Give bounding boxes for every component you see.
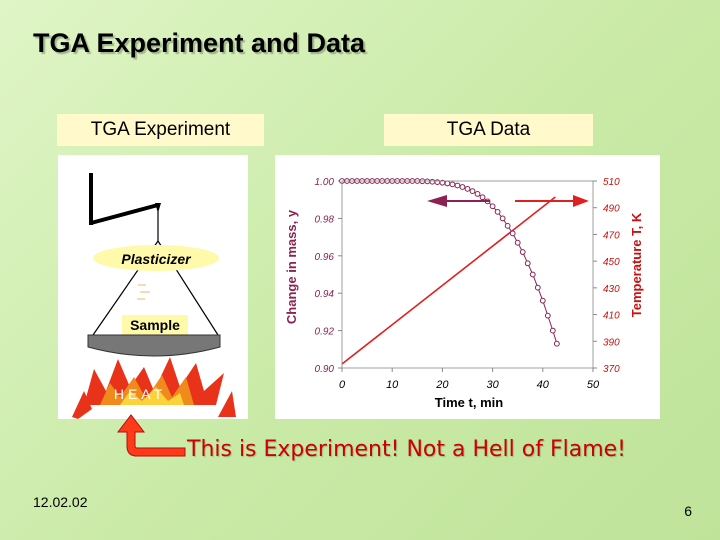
- y-left-tick-label: 0.90: [315, 364, 335, 375]
- y-right-tick-label: 450: [603, 257, 620, 268]
- x-tick-label: 30: [486, 379, 499, 391]
- mass-data-point: [529, 271, 536, 278]
- tga-data-label: TGA Data: [384, 114, 593, 146]
- y-axis-left-label: Change in mass, y: [284, 209, 299, 324]
- mass-data-point: [504, 222, 511, 229]
- y-left-tick-label: 0.96: [315, 252, 335, 263]
- y-right-tick-label: 390: [603, 337, 620, 348]
- mass-data-point: [479, 194, 486, 201]
- x-tick-label: 0: [339, 379, 346, 391]
- mass-data-point: [524, 260, 531, 267]
- mass-data-point: [539, 297, 546, 304]
- sample-block: [122, 315, 188, 335]
- y-right-tick-label: 410: [603, 311, 620, 322]
- y-axis-right-label: Temperature T, K: [629, 212, 644, 317]
- hook-icon: [155, 203, 161, 241]
- plasticizer-cloud: [93, 245, 219, 271]
- mass-data-point: [454, 182, 461, 189]
- y-right-tick-label: 430: [603, 284, 620, 295]
- arrow-left-head: [427, 195, 447, 207]
- x-tick-label: 40: [537, 379, 550, 391]
- flame-icon: [72, 357, 236, 419]
- mass-data-point: [434, 179, 441, 186]
- y-right-tick-label: 470: [603, 230, 620, 241]
- x-tick-label: 10: [386, 379, 399, 391]
- mass-data-point: [549, 327, 556, 334]
- experiment-panel: Plasticizer Sample HEAT: [58, 155, 248, 419]
- x-tick-label: 20: [435, 379, 449, 391]
- experiment-diagram: Plasticizer Sample HEAT: [72, 173, 236, 419]
- y-right-tick-label: 370: [603, 364, 620, 375]
- mass-data-point: [489, 203, 496, 210]
- mass-data-point: [474, 191, 481, 197]
- mass-data-point: [444, 180, 451, 187]
- temperature-series-line: [341, 196, 556, 365]
- tga-chart: 1.00 0.98 0.96 0.94 0.92 0.90 510 490 470 450 430…: [284, 177, 644, 410]
- experiment-note: This is Experiment! Not a Hell of Flame!: [187, 437, 626, 462]
- mass-data-point: [509, 230, 516, 237]
- footer-date: 12.02.02: [33, 494, 88, 510]
- y-right-tick-label: 490: [603, 204, 620, 215]
- balance-stand-icon: [89, 173, 159, 225]
- plot-frame: [341, 180, 594, 369]
- arrow-right-head: [573, 195, 589, 207]
- y-left-tick-label: 0.92: [315, 327, 335, 338]
- slide-title: TGA Experiment and Data: [33, 28, 366, 58]
- plasticizer-label: Plasticizer: [121, 251, 192, 267]
- mass-data-point: [469, 188, 476, 194]
- mass-data-point: [494, 208, 501, 215]
- mass-data-point: [499, 215, 506, 222]
- mass-data-point: [459, 184, 466, 190]
- tga-experiment-label: TGA Experiment: [57, 114, 264, 146]
- mass-data-point: [553, 340, 560, 347]
- mass-data-point: [449, 181, 456, 188]
- x-axis-label: Time t, min: [435, 395, 503, 410]
- mass-data-point: [544, 312, 551, 319]
- mass-series-line: [342, 180, 558, 344]
- y-right-tick-label: 510: [603, 177, 620, 188]
- x-tick-label: 50: [587, 379, 600, 391]
- pointer-arrow-icon: [116, 414, 186, 457]
- sample-label: Sample: [130, 317, 180, 333]
- y-left-tick-label: 0.94: [315, 289, 335, 300]
- mass-data-point: [519, 249, 526, 255]
- page-number: 6: [684, 503, 692, 519]
- tga-chart-panel: 1.00 0.98 0.96 0.94 0.92 0.90 510 490 470 450 430…: [275, 155, 660, 419]
- mass-data-point: [534, 284, 541, 291]
- mass-data-point: [514, 239, 521, 246]
- y-left-tick-label: 0.98: [315, 214, 335, 225]
- y-left-tick-label: 1.00: [315, 177, 335, 188]
- mass-data-point: [429, 178, 436, 185]
- mass-data-point: [464, 185, 471, 192]
- heat-label: HEAT: [114, 386, 166, 402]
- vapour-marks: [137, 284, 150, 300]
- sample-pan: [87, 334, 221, 357]
